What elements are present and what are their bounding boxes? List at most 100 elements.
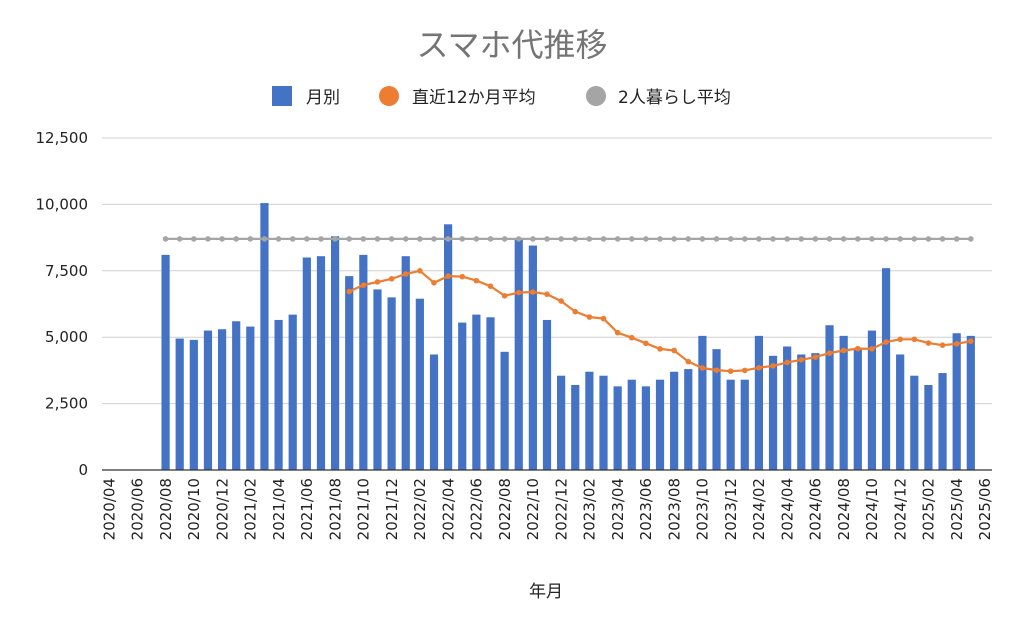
point-couple-average <box>233 236 240 242</box>
point-couple-average <box>247 236 254 242</box>
point-couple-average <box>261 236 268 242</box>
point-couple-average <box>346 236 353 242</box>
point-couple-average <box>289 236 296 242</box>
bar <box>768 355 778 470</box>
bar <box>542 319 552 470</box>
point-12month-average <box>685 358 692 365</box>
point-couple-average <box>939 236 946 242</box>
point-couple-average <box>685 236 692 242</box>
point-12month-average <box>741 367 748 374</box>
bar <box>896 354 905 470</box>
bar <box>514 238 523 470</box>
point-couple-average <box>275 236 282 242</box>
point-12month-average <box>360 282 367 288</box>
point-couple-average <box>374 236 381 242</box>
x-tick-label: 2022/12 <box>552 478 570 540</box>
point-couple-average <box>727 236 734 242</box>
point-couple-average <box>911 236 918 242</box>
bar <box>698 335 707 470</box>
x-tick-label: 2021/04 <box>270 478 288 540</box>
bar <box>203 330 213 470</box>
point-couple-average <box>741 236 748 242</box>
bar <box>189 339 198 470</box>
legend-swatch-monthly <box>272 86 292 106</box>
point-12month-average <box>911 336 918 343</box>
x-tick-label: 2021/10 <box>355 478 373 540</box>
bar <box>783 346 792 470</box>
point-12month-average <box>600 315 607 322</box>
point-12month-average <box>628 334 635 341</box>
point-12month-average <box>699 365 706 371</box>
bar <box>754 335 764 470</box>
point-couple-average <box>530 236 536 242</box>
x-tick-label: 2022/04 <box>439 478 457 540</box>
point-couple-average <box>572 236 579 242</box>
point-12month-average <box>487 283 494 290</box>
point-couple-average <box>445 236 451 242</box>
point-couple-average <box>318 236 324 242</box>
bar <box>627 379 636 470</box>
bar <box>910 375 919 470</box>
x-tick-label: 2022/02 <box>411 478 429 540</box>
legend-label-monthly: 月別 <box>306 88 340 108</box>
bar <box>444 224 453 470</box>
point-12month-average <box>770 363 776 369</box>
x-tick-label: 2021/12 <box>383 478 401 540</box>
line-series <box>162 236 974 374</box>
bar <box>853 347 862 470</box>
point-couple-average <box>176 236 183 242</box>
bar <box>274 319 283 470</box>
point-couple-average <box>953 236 960 242</box>
x-tick-label: 2025/06 <box>976 478 994 540</box>
point-12month-average <box>883 339 889 345</box>
bar <box>175 338 184 470</box>
y-tick-label: 5,000 <box>45 328 88 346</box>
x-tick-label: 2020/04 <box>100 478 118 540</box>
point-12month-average <box>445 273 451 279</box>
point-12month-average <box>374 279 381 285</box>
series-line-12month-average <box>348 269 971 373</box>
point-12month-average <box>544 291 550 297</box>
x-tick-label: 2021/08 <box>326 478 344 540</box>
bar <box>966 335 975 470</box>
bar <box>952 333 961 470</box>
point-12month-average <box>671 347 677 354</box>
x-tick-label: 2025/02 <box>920 478 938 540</box>
point-couple-average <box>643 236 649 242</box>
bar <box>712 349 721 470</box>
bar <box>415 298 424 470</box>
point-couple-average <box>473 236 480 242</box>
x-tick-label: 2021/02 <box>242 478 260 540</box>
bar <box>839 335 848 470</box>
x-tick-label: 2022/08 <box>496 478 514 540</box>
bar <box>330 236 340 470</box>
bar <box>613 386 622 470</box>
point-couple-average <box>713 236 720 242</box>
legend-item-couple-average: 2人暮らし平均 <box>586 86 731 108</box>
bar <box>684 369 693 470</box>
point-12month-average <box>925 340 932 346</box>
bar <box>599 375 608 470</box>
legend-swatch-12month-average <box>379 86 399 106</box>
point-12month-average <box>854 345 861 352</box>
point-couple-average <box>770 236 776 242</box>
x-tick-label: 2023/08 <box>665 478 683 540</box>
bar <box>867 330 877 470</box>
bar <box>472 314 481 470</box>
legend-swatch-couple-average <box>586 86 606 106</box>
x-tick-label: 2024/08 <box>835 478 853 540</box>
x-tick-label: 2020/10 <box>185 478 203 540</box>
x-tick-label: 2024/06 <box>807 478 825 540</box>
point-12month-average <box>515 289 522 296</box>
point-couple-average <box>191 236 197 242</box>
point-couple-average <box>417 236 423 242</box>
point-couple-average <box>459 236 466 242</box>
bar <box>359 254 368 470</box>
point-12month-average <box>939 342 946 348</box>
point-12month-average <box>643 340 649 347</box>
bar <box>938 373 947 470</box>
bar <box>387 297 396 470</box>
bar <box>655 379 665 470</box>
legend-item-12month-average: 直近12か月平均 <box>379 86 536 108</box>
